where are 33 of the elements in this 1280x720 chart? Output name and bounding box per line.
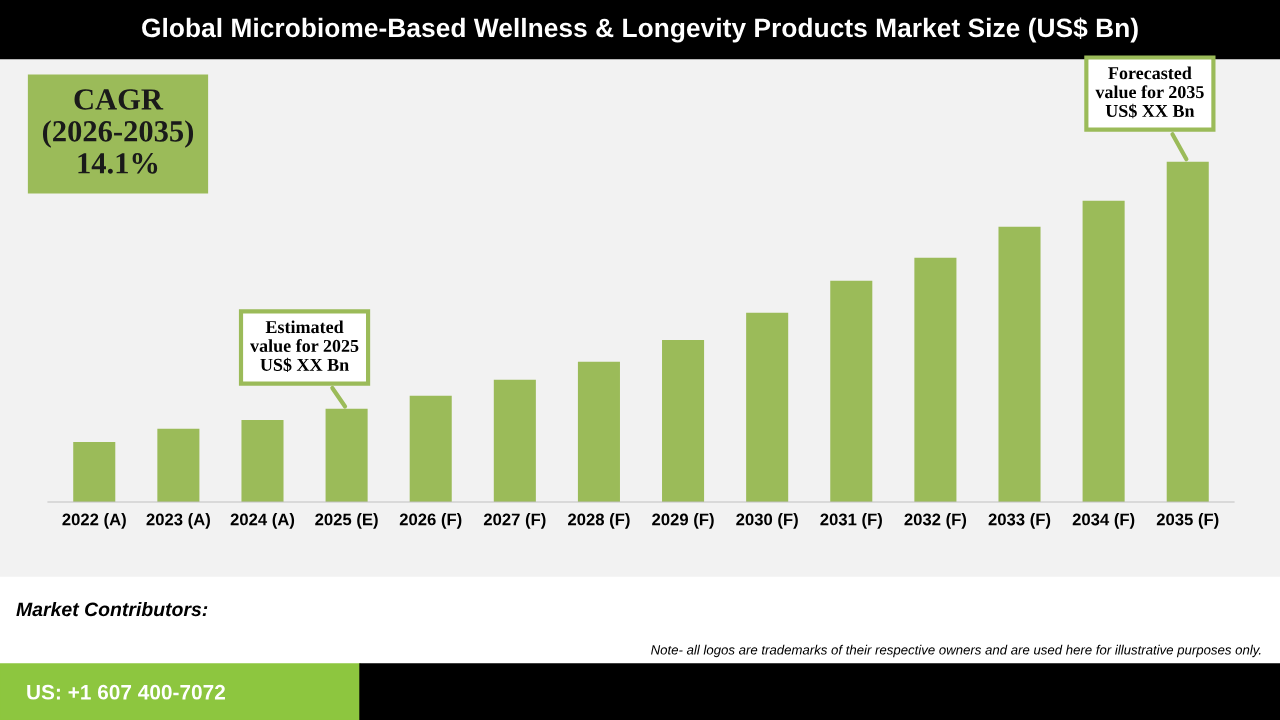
x-tick-label: 2030 (F) xyxy=(736,513,798,529)
bar xyxy=(493,379,536,502)
x-tick-label: 2027 (F) xyxy=(483,513,546,529)
annotation: Forecasted value for 2035 US$ XX Bn xyxy=(1095,66,1204,119)
x-tick-label: 2032 (F) xyxy=(904,513,967,529)
bar xyxy=(746,312,789,502)
bar xyxy=(241,419,284,502)
bar xyxy=(73,442,116,502)
annotation: CAGR (2026-2035) 14.1% xyxy=(42,89,194,174)
text: Note- all logos are trademarks of their respective owners and are used here for illustrative purposes only. xyxy=(651,644,1261,658)
x-tick-label: 2034 (F) xyxy=(1072,513,1135,529)
bar xyxy=(1082,200,1125,502)
x-tick-label: 2022 (A) xyxy=(62,513,126,529)
bar xyxy=(409,395,452,502)
x-tick-label: 2028 (F) xyxy=(568,513,630,529)
x-tick-label: 2033 (F) xyxy=(988,513,1051,529)
bar xyxy=(998,226,1041,502)
text: Market Contributors: xyxy=(16,601,208,617)
x-tick-label: 2024 (A) xyxy=(230,513,295,529)
bar xyxy=(157,428,200,502)
x-tick-label: 2023 (A) xyxy=(146,513,210,529)
x-tick-label: 2029 (F) xyxy=(652,513,714,529)
bar xyxy=(577,361,620,502)
annotation: Estimated value for 2025 US$ XX Bn xyxy=(250,320,359,373)
chart-title: Global Microbiome-Based Wellness & Longevity Products Market Size (US$ Bn) xyxy=(142,17,1138,43)
x-tick-label: 2031 (F) xyxy=(820,513,882,529)
text: US: +1 607 400-7072 xyxy=(27,684,225,700)
bar xyxy=(830,280,873,502)
bar xyxy=(662,340,705,502)
x-tick-label: 2035 (F) xyxy=(1156,513,1219,529)
x-tick-label: 2026 (F) xyxy=(399,513,462,529)
bar xyxy=(914,257,957,502)
x-tick-label: 2025 (E) xyxy=(315,513,378,529)
